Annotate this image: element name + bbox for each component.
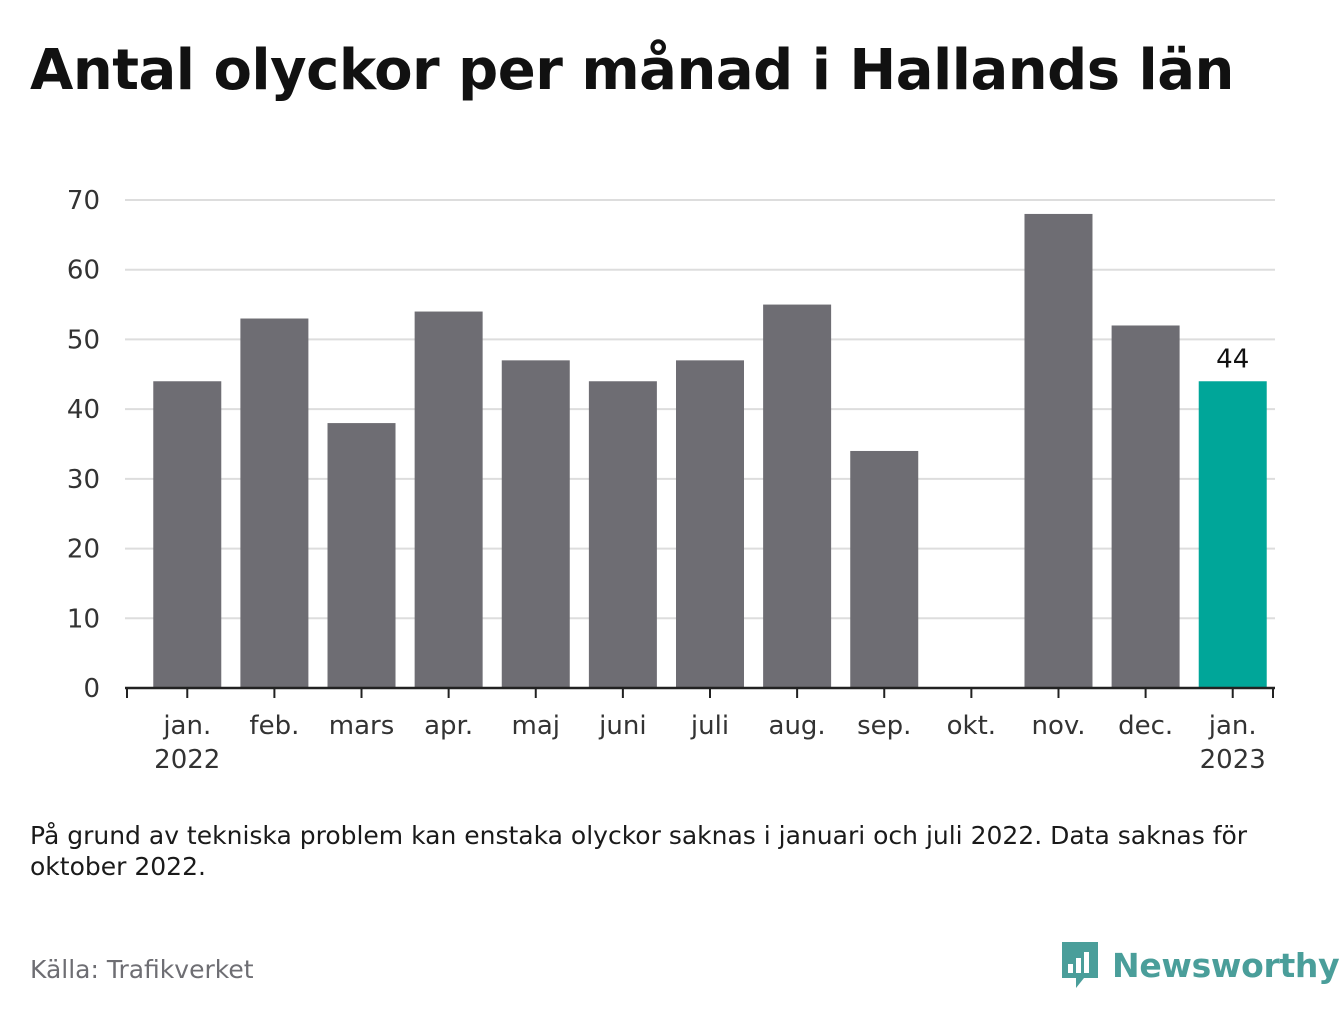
x-tick-label: feb. [249, 711, 299, 741]
x-tick-label: 2022 [154, 745, 220, 775]
bar [1111, 325, 1180, 688]
x-tick-label: jan. [162, 711, 211, 741]
x-tick-label: okt. [947, 711, 996, 741]
x-tick-label: sep. [857, 711, 911, 741]
x-tick-label: maj [512, 711, 560, 741]
bar [588, 381, 657, 688]
data-label: 44 [1216, 344, 1249, 374]
bar [501, 360, 570, 688]
y-tick-label: 40 [67, 395, 100, 425]
bar [676, 360, 744, 688]
x-tick-label: juni [598, 711, 646, 741]
y-tick-label: 0 [83, 674, 100, 704]
x-tick-label: 2023 [1200, 745, 1266, 775]
x-tick-label: aug. [769, 711, 826, 741]
y-tick-label: 20 [67, 535, 100, 565]
x-tick-label: juli [690, 711, 729, 741]
chart-note: På grund av tekniska problem kan enstaka… [30, 821, 1248, 881]
bar-chart: 0 10 20 30 40 50 60 70 jan. 2022 feb. mars apr. maj ju… [67, 186, 1275, 775]
bar [1024, 213, 1093, 688]
bar [850, 450, 919, 688]
bar [763, 304, 832, 688]
bar [153, 381, 222, 688]
bar [240, 318, 309, 688]
bar [327, 423, 396, 688]
y-tick-label: 50 [67, 325, 100, 355]
x-tick-label: jan. [1208, 711, 1257, 741]
y-tick-label: 70 [67, 186, 100, 216]
newsworthy-logo: Newsworthy [1060, 940, 1340, 990]
y-tick-label: 60 [67, 256, 100, 286]
x-tick-label: mars [329, 711, 395, 741]
y-tick-label: 30 [67, 465, 100, 495]
y-tick-label: 10 [67, 604, 100, 634]
chart-title: Antal olyckor per månad i Hallands län [30, 38, 1234, 103]
source-text: Källa: Trafikverket [30, 955, 254, 984]
brand-name: Newsworthy [1112, 945, 1340, 985]
x-tick-label: apr. [424, 711, 473, 741]
chart-speech-bubble-icon [1062, 942, 1098, 988]
bar [1198, 381, 1267, 688]
bar [414, 311, 483, 688]
x-tick-label: dec. [1118, 711, 1173, 741]
x-tick-label: nov. [1031, 711, 1085, 741]
